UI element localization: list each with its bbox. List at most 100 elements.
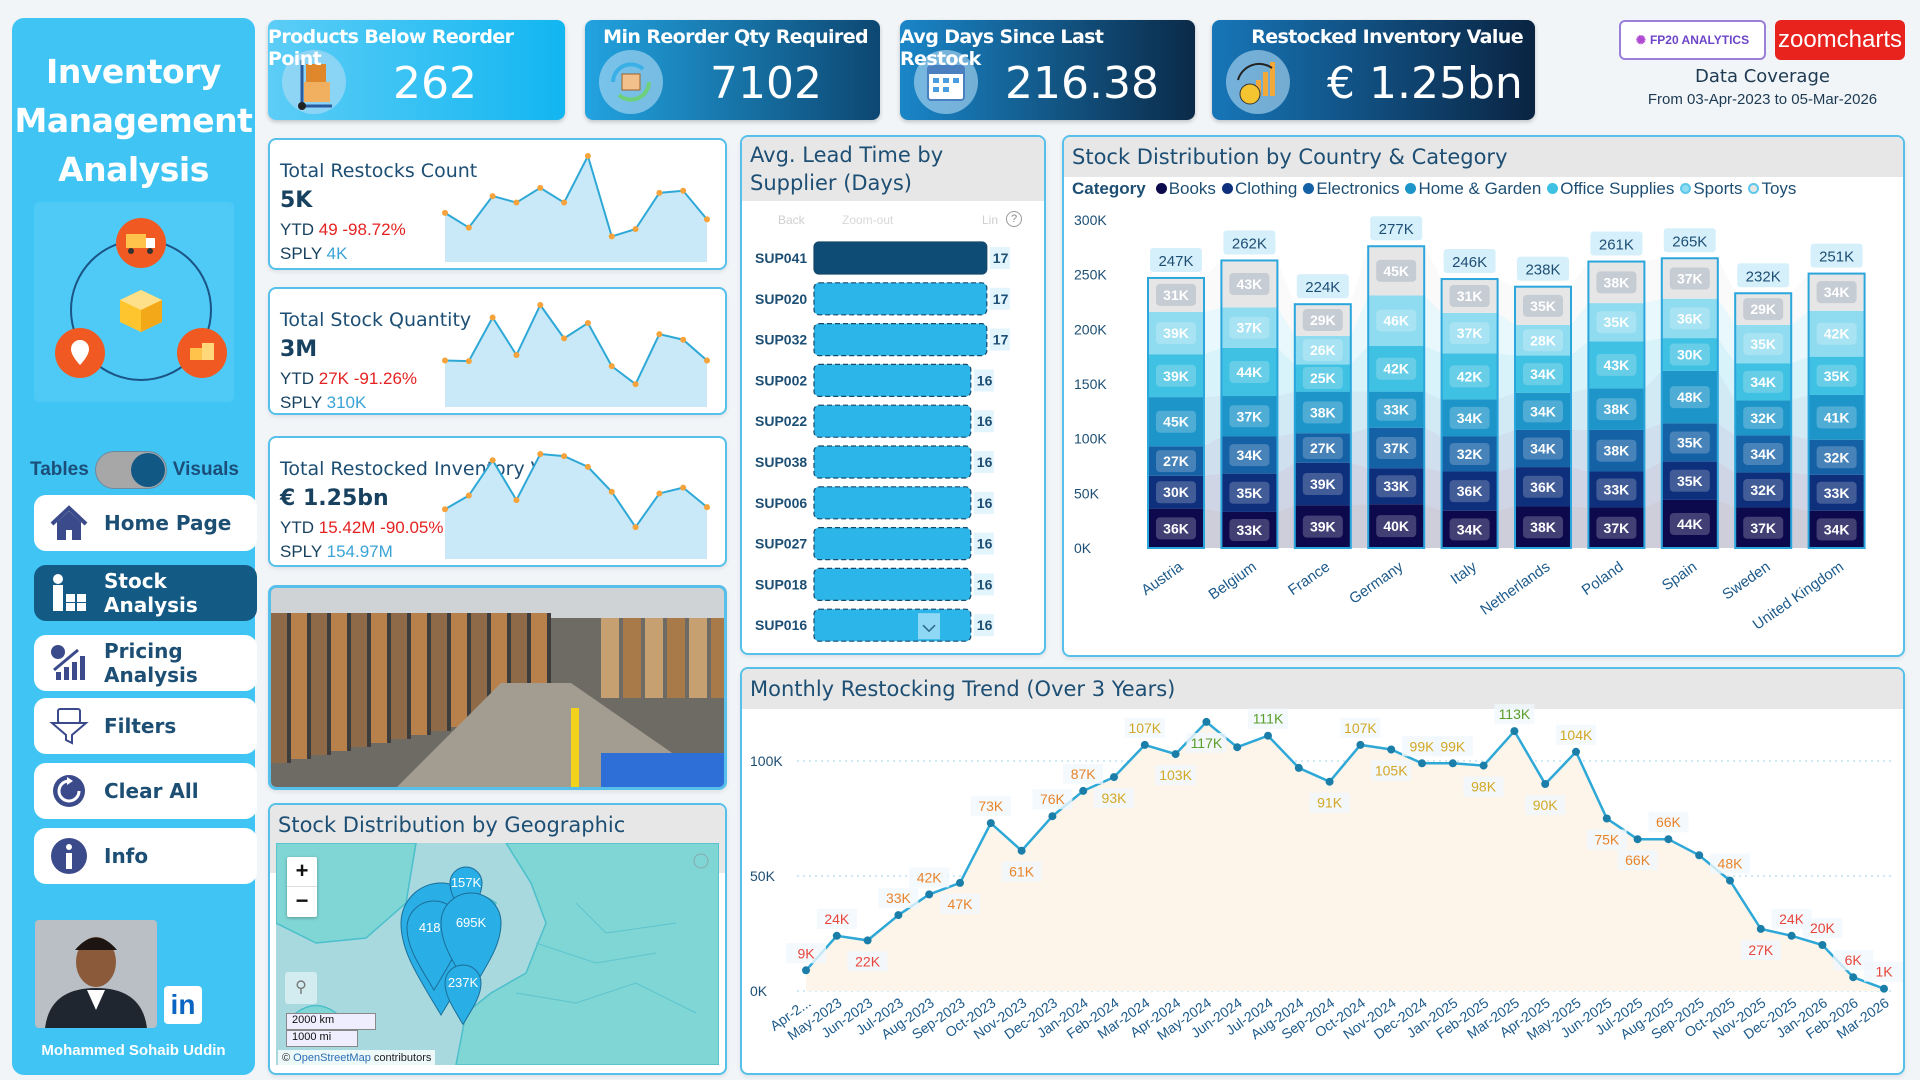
- supplier-bar[interactable]: [813, 363, 972, 397]
- trend-point[interactable]: [1325, 777, 1334, 786]
- sparkline-point[interactable]: [513, 199, 520, 206]
- sparkline-point[interactable]: [513, 497, 520, 504]
- bar-segment[interactable]: [1515, 467, 1571, 507]
- supplier-bar[interactable]: [813, 323, 988, 357]
- bar-segment[interactable]: [1221, 347, 1278, 397]
- sparkline-point[interactable]: [537, 302, 544, 308]
- sparkline-point[interactable]: [608, 363, 615, 370]
- supplier-bar-row[interactable]: SUP016 16: [755, 608, 994, 642]
- trend-point[interactable]: [1264, 731, 1272, 740]
- sparkline-point[interactable]: [561, 453, 568, 460]
- bar-segment[interactable]: [1661, 461, 1718, 500]
- country-bar[interactable]: 37K 32K 34K 32K 34K 35K 29K 232K: [1734, 263, 1793, 549]
- sparkline-point[interactable]: [608, 488, 615, 495]
- legend-item[interactable]: Books: [1155, 179, 1216, 199]
- supplier-bar-row[interactable]: SUP006 16: [755, 486, 994, 520]
- map-pin[interactable]: 237K: [444, 964, 482, 1026]
- sparkline-point[interactable]: [489, 314, 496, 321]
- nav-filters[interactable]: Filters: [34, 698, 257, 754]
- sparkline-point[interactable]: [465, 492, 472, 499]
- sparkline-point[interactable]: [632, 381, 639, 388]
- bar-segment[interactable]: [1148, 508, 1204, 548]
- openstreetmap-link[interactable]: OpenStreetMap: [293, 1052, 371, 1064]
- sparkline-point[interactable]: [561, 199, 568, 206]
- trend-point[interactable]: [986, 819, 995, 828]
- trend-point[interactable]: [1233, 743, 1242, 752]
- sparkline-point[interactable]: [608, 233, 615, 240]
- country-bar[interactable]: 39K 39K 27K 38K 25K 26K 29K 224K: [1293, 274, 1352, 549]
- bar-segment[interactable]: [1221, 473, 1278, 512]
- supplier-bar-row[interactable]: SUP032 17: [755, 323, 1010, 357]
- map-help-icon[interactable]: [693, 853, 709, 869]
- bar-segment[interactable]: [1808, 510, 1865, 548]
- trend-point[interactable]: [1294, 763, 1303, 772]
- bar-segment[interactable]: [1808, 474, 1865, 511]
- trend-point[interactable]: [1202, 717, 1211, 726]
- bar-segment[interactable]: [1661, 298, 1718, 339]
- nav-home-page[interactable]: Home Page: [34, 495, 257, 551]
- sparkline-point[interactable]: [704, 357, 710, 364]
- zoom-out-button[interactable]: Zoom-out: [842, 213, 894, 227]
- trend-point[interactable]: [863, 936, 872, 945]
- bar-segment[interactable]: [1588, 471, 1645, 508]
- bar-segment[interactable]: [1294, 433, 1351, 463]
- zoomcharts-logo[interactable]: zoomcharts: [1775, 20, 1905, 60]
- trend-point[interactable]: [1140, 740, 1149, 749]
- sparkline-point[interactable]: [489, 457, 496, 464]
- bar-segment[interactable]: [1735, 472, 1792, 508]
- legend-item[interactable]: Clothing: [1221, 179, 1297, 199]
- supplier-bar[interactable]: [813, 486, 972, 520]
- country-bar[interactable]: 38K 36K 34K 34K 34K 28K 35K 238K: [1514, 256, 1572, 549]
- bar-segment[interactable]: [1294, 335, 1351, 365]
- fp20-analytics-logo[interactable]: ✺ FP20 ANALYTICS: [1619, 20, 1766, 60]
- supplier-bar[interactable]: [813, 282, 988, 316]
- legend-item[interactable]: Electronics: [1303, 179, 1399, 199]
- trend-point[interactable]: [802, 966, 810, 975]
- sparkline-point[interactable]: [489, 193, 496, 200]
- bar-segment[interactable]: [1294, 462, 1351, 506]
- sparkline-point[interactable]: [680, 484, 687, 491]
- country-bar[interactable]: 44K 35K 35K 48K 30K 36K 37K 265K: [1660, 228, 1719, 550]
- trend-point[interactable]: [1602, 814, 1611, 823]
- bar-segment[interactable]: [1368, 295, 1425, 346]
- bar-segment[interactable]: [1148, 475, 1204, 509]
- sparkline-point[interactable]: [537, 184, 544, 191]
- map-zoom-out-button[interactable]: −: [295, 888, 309, 913]
- country-bar[interactable]: 33K 35K 34K 37K 44K 37K 43K 262K: [1220, 230, 1279, 549]
- sparkline-point[interactable]: [442, 506, 448, 513]
- supplier-bar[interactable]: [813, 404, 972, 438]
- bar-segment[interactable]: [1221, 307, 1278, 348]
- bar-segment[interactable]: [1808, 394, 1865, 440]
- bar-segment[interactable]: [1294, 364, 1351, 392]
- bar-segment[interactable]: [1148, 397, 1204, 447]
- bar-segment[interactable]: [1661, 423, 1718, 462]
- bar-segment[interactable]: [1808, 439, 1865, 475]
- trend-point[interactable]: [1448, 759, 1457, 768]
- trend-point[interactable]: [1048, 812, 1057, 821]
- bar-segment[interactable]: [1148, 311, 1204, 355]
- sparkline-point[interactable]: [632, 226, 639, 233]
- bar-segment[interactable]: [1441, 436, 1498, 472]
- bar-segment[interactable]: [1221, 511, 1278, 548]
- bar-segment[interactable]: [1661, 370, 1718, 424]
- trend-point[interactable]: [1510, 727, 1519, 736]
- scale-toggle-button[interactable]: Lin: [982, 213, 999, 227]
- trend-point[interactable]: [1479, 761, 1488, 770]
- trend-point[interactable]: [1418, 759, 1426, 768]
- nav-clear-all[interactable]: Clear All: [34, 763, 257, 819]
- trend-point[interactable]: [1541, 780, 1550, 788]
- sparkline-point[interactable]: [656, 189, 663, 196]
- bar-segment[interactable]: [1221, 436, 1278, 474]
- supplier-bar[interactable]: [813, 445, 972, 479]
- sparkline-point[interactable]: [584, 463, 591, 470]
- lasso-select-icon[interactable]: ⚲: [285, 972, 317, 1004]
- trend-point[interactable]: [925, 890, 934, 899]
- bar-segment[interactable]: [1294, 505, 1351, 548]
- sparkline-point[interactable]: [632, 524, 639, 531]
- nav-pricing-analysis[interactable]: Pricing Analysis: [34, 635, 257, 691]
- trend-point[interactable]: [1356, 740, 1365, 749]
- trend-point[interactable]: [1387, 745, 1396, 754]
- bar-segment[interactable]: [1368, 391, 1425, 428]
- bar-segment[interactable]: [1515, 506, 1571, 548]
- bar-segment[interactable]: [1735, 363, 1792, 401]
